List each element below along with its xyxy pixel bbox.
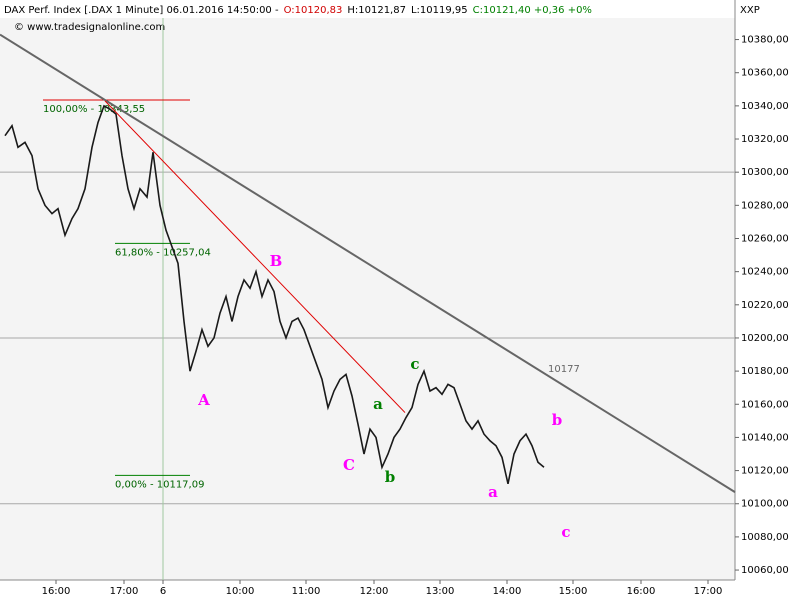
price-line	[4, 104, 545, 485]
y-tick-label: 10280,00	[741, 200, 789, 211]
wave-label: A	[197, 391, 210, 409]
y-tick-label: 10100,00	[741, 499, 789, 510]
y-tick-label: 10300,00	[741, 167, 789, 178]
header-text: C:10121,40 +0,36 +0%	[473, 5, 592, 16]
fib-label: 100,00% - 10343,55	[43, 104, 145, 115]
x-tick-label: 17:00	[694, 586, 723, 597]
x-tick-label: 17:00	[110, 586, 139, 597]
y-tick-label: 10120,00	[741, 466, 789, 477]
wave-label: B	[270, 252, 283, 270]
wave-label: c	[410, 355, 419, 373]
x-tick-label: 15:00	[559, 586, 588, 597]
y-tick-label: 10260,00	[741, 233, 789, 244]
y-tick-label: 10380,00	[741, 35, 789, 46]
y-tick-label: 10060,00	[741, 565, 789, 576]
y-tick-label: 10140,00	[741, 432, 789, 443]
wave-label: a	[373, 395, 383, 413]
y-tick-label: 10320,00	[741, 134, 789, 145]
wave-label: b	[385, 468, 396, 486]
header-text: DAX Perf. Index [.DAX 1 Minute] 06.01.20…	[4, 5, 279, 16]
y-tick-label: 10080,00	[741, 532, 789, 543]
trendline	[0, 33, 736, 493]
trend-value-label: 10177	[548, 364, 580, 375]
x-tick-label: 13:00	[426, 586, 455, 597]
trendline	[104, 100, 406, 413]
x-tick-label: 11:00	[292, 586, 321, 597]
x-tick-label: 6	[160, 586, 166, 597]
x-tick-label: 16:00	[627, 586, 656, 597]
wave-label: c	[561, 523, 570, 541]
x-tick-label: 10:00	[226, 586, 255, 597]
y-tick-label: 10360,00	[741, 68, 789, 79]
y-tick-label: 10220,00	[741, 300, 789, 311]
y-tick-label: 10200,00	[741, 333, 789, 344]
wave-label: a	[488, 483, 498, 501]
header-text: L:10119,95	[411, 5, 468, 16]
wave-label: b	[552, 411, 563, 429]
x-tick-label: 12:00	[360, 586, 389, 597]
x-tick-label: 14:00	[493, 586, 522, 597]
axis-label: XXP	[740, 5, 760, 16]
y-tick-label: 10240,00	[741, 267, 789, 278]
y-tick-label: 10160,00	[741, 399, 789, 410]
header-text: O:10120,83	[284, 5, 343, 16]
y-tick-label: 10180,00	[741, 366, 789, 377]
fib-label: 0,00% - 10117,09	[115, 479, 204, 490]
header-text: H:10121,87	[347, 5, 406, 16]
fib-label: 61,80% - 10257,04	[115, 247, 211, 258]
copyright: © www.tradesignalonline.com	[14, 22, 165, 33]
x-tick-label: 16:00	[42, 586, 71, 597]
wave-label: C	[343, 456, 355, 474]
y-tick-label: 10340,00	[741, 101, 789, 112]
